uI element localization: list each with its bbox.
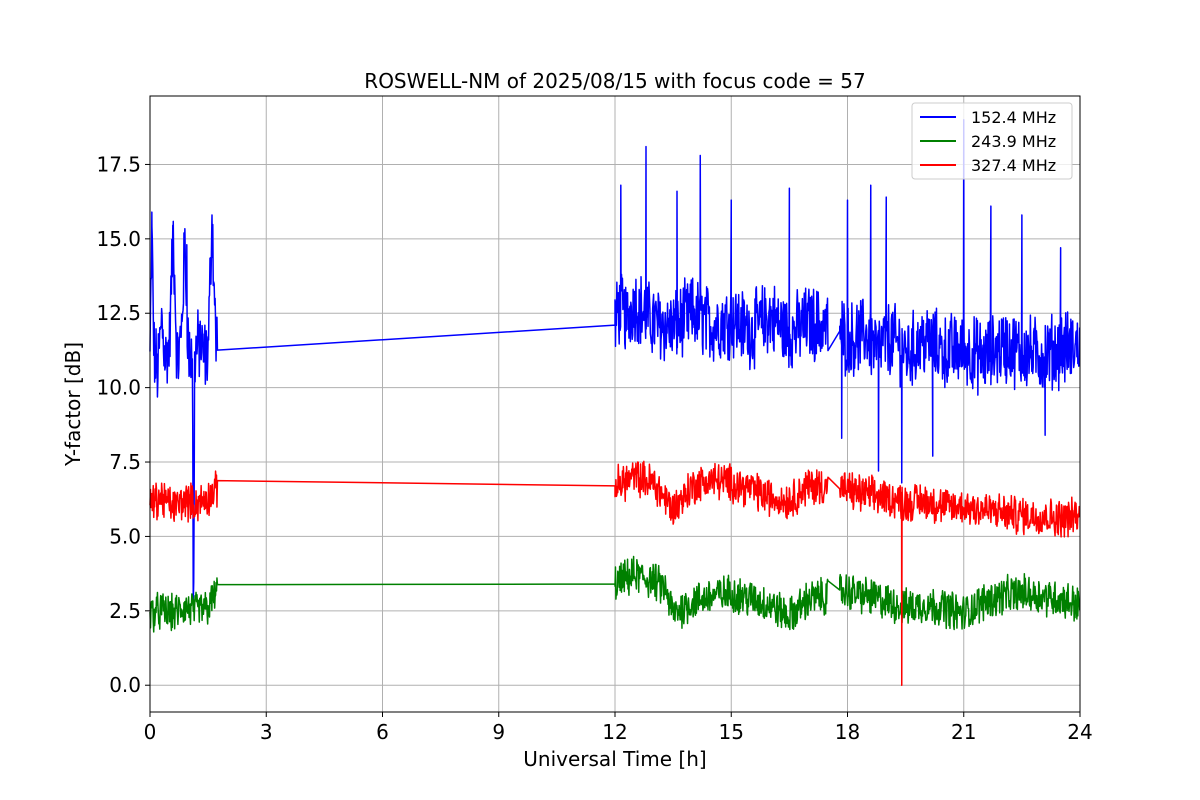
legend-label: 327.4 MHz bbox=[971, 156, 1056, 175]
x-tick-label: 15 bbox=[719, 720, 744, 744]
x-axis: 0 3 6 9 12 15 18 21 24 bbox=[144, 712, 1093, 744]
y-tick-label: 12.5 bbox=[96, 301, 141, 325]
x-tick-label: 12 bbox=[602, 720, 627, 744]
x-tick-label: 24 bbox=[1067, 720, 1092, 744]
x-tick-label: 0 bbox=[144, 720, 157, 744]
y-tick-label: 0.0 bbox=[109, 673, 141, 697]
y-tick-label: 5.0 bbox=[109, 524, 141, 548]
chart-title: ROSWELL-NM of 2025/08/15 with focus code… bbox=[364, 69, 865, 93]
x-tick-label: 18 bbox=[835, 720, 860, 744]
y-tick-label: 15.0 bbox=[96, 227, 141, 251]
series-243-9-mhz bbox=[149, 555, 1081, 633]
legend-box bbox=[911, 102, 1073, 180]
legend-label: 152.4 MHz bbox=[971, 108, 1056, 127]
y-tick-label: 17.5 bbox=[96, 152, 141, 176]
y-tick-label: 2.5 bbox=[109, 599, 141, 623]
y-tick-label: 10.0 bbox=[96, 376, 141, 400]
y-tick-label: 7.5 bbox=[109, 450, 141, 474]
y-axis-label: Y-factor [dB] bbox=[61, 342, 85, 467]
x-tick-label: 6 bbox=[376, 720, 389, 744]
x-axis-label: Universal Time [h] bbox=[523, 747, 706, 771]
x-tick-label: 9 bbox=[492, 720, 505, 744]
legend-label: 243.9 MHz bbox=[971, 132, 1056, 151]
y-axis: 0.0 2.5 5.0 7.5 10.0 12.5 15.0 17.5 bbox=[96, 152, 150, 697]
x-tick-label: 3 bbox=[260, 720, 273, 744]
legend: 152.4 MHz 243.9 MHz 327.4 MHz bbox=[911, 102, 1073, 180]
x-tick-label: 21 bbox=[951, 720, 976, 744]
series-152-4-mhz bbox=[149, 119, 1081, 604]
series-327-4-mhz bbox=[149, 460, 1081, 686]
series-layer bbox=[149, 119, 1081, 686]
